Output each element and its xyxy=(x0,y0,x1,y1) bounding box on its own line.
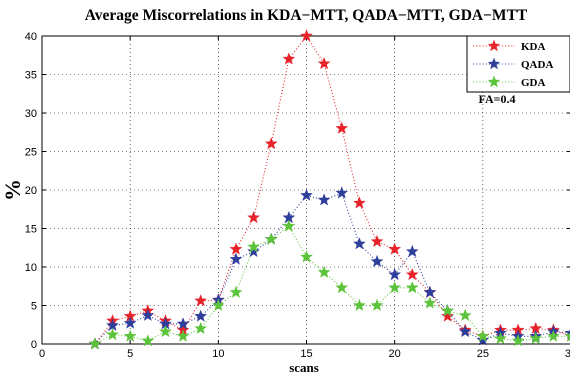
legend-label-qada: QADA xyxy=(521,59,553,71)
x-tick-label: 0 xyxy=(39,348,45,360)
data-point-gda xyxy=(476,329,490,342)
x-tick-label: 10 xyxy=(212,348,224,360)
fa-annotation: FA=0.4 xyxy=(479,92,516,106)
x-tick-label: 30 xyxy=(565,348,570,360)
data-point-kda xyxy=(352,196,366,209)
data-point-gda xyxy=(264,232,278,245)
data-point-gda xyxy=(423,296,437,309)
legend-marker-kda xyxy=(487,39,501,52)
data-point-gda xyxy=(335,281,349,294)
data-point-qada xyxy=(423,285,437,298)
x-tick-label: 5 xyxy=(127,348,133,360)
data-point-gda xyxy=(300,250,313,263)
legend-marker-qada xyxy=(487,57,501,70)
data-point-qada xyxy=(247,244,261,258)
series-line-gda xyxy=(94,225,570,345)
legend-box xyxy=(466,35,570,93)
data-point-gda xyxy=(106,327,119,341)
data-point-kda xyxy=(388,242,402,255)
data-point-kda xyxy=(282,52,296,65)
series-gda xyxy=(88,219,570,350)
y-tick-label: 40 xyxy=(25,31,37,43)
data-point-qada xyxy=(123,316,137,329)
series-line-kda xyxy=(94,35,570,345)
data-point-kda xyxy=(300,29,313,42)
y-axis-label: % xyxy=(0,179,25,201)
data-point-qada xyxy=(194,309,208,322)
data-point-qada xyxy=(352,237,366,250)
data-point-qada xyxy=(405,244,419,258)
data-point-kda xyxy=(441,309,455,322)
data-point-qada xyxy=(458,324,472,338)
data-point-gda xyxy=(458,308,472,321)
y-tick-label: 10 xyxy=(25,262,37,274)
y-tick-label: 0 xyxy=(31,339,37,351)
data-point-gda xyxy=(317,265,331,278)
y-tick-label: 5 xyxy=(31,301,37,313)
data-point-qada xyxy=(300,188,313,201)
x-tick-label: 25 xyxy=(477,348,489,360)
legend: KDA QADA GDA xyxy=(466,35,570,93)
data-point-gda xyxy=(123,329,137,342)
y-tick-label: 20 xyxy=(25,185,37,197)
data-point-kda xyxy=(229,242,243,255)
data-point-qada xyxy=(388,267,402,281)
data-point-gda xyxy=(405,281,419,294)
data-point-gda xyxy=(546,329,560,342)
data-point-gda xyxy=(247,240,261,253)
y-tick-label: 35 xyxy=(25,70,37,82)
data-point-gda xyxy=(158,324,172,338)
tick-labels: 0 5 10 15 20 25 30 0 5 10 15 20 25 30 35 40 xyxy=(25,31,570,360)
data-point-qada xyxy=(317,193,331,206)
data-point-gda xyxy=(511,334,525,347)
data-point-qada xyxy=(229,252,243,265)
data-point-gda xyxy=(88,337,102,350)
data-point-gda xyxy=(282,219,296,232)
data-point-gda xyxy=(211,298,225,311)
x-tick-label: 15 xyxy=(300,348,312,360)
data-point-kda xyxy=(335,121,349,134)
series-layer xyxy=(88,29,570,350)
data-point-kda xyxy=(194,294,208,307)
data-point-qada xyxy=(476,333,490,346)
data-point-gda xyxy=(441,304,455,317)
data-point-kda xyxy=(405,267,419,281)
data-point-qada xyxy=(176,317,190,330)
legend-label-gda: GDA xyxy=(521,77,546,89)
data-point-qada xyxy=(370,254,384,268)
y-tick-label: 15 xyxy=(25,224,37,236)
data-point-gda xyxy=(229,285,243,298)
data-point-gda xyxy=(352,298,366,311)
series-qada xyxy=(88,186,570,350)
data-point-gda xyxy=(494,331,507,345)
y-tick-label: 30 xyxy=(25,108,37,120)
data-point-gda xyxy=(194,321,208,335)
x-tick-label: 20 xyxy=(389,348,401,360)
data-point-gda xyxy=(529,331,543,345)
data-point-kda xyxy=(370,234,384,248)
y-tick-label: 25 xyxy=(25,147,37,159)
data-point-kda xyxy=(264,137,278,150)
data-point-qada xyxy=(141,308,155,321)
x-axis-label: scans xyxy=(289,360,319,375)
legend-marker-gda xyxy=(487,75,501,88)
data-point-qada xyxy=(335,186,349,199)
data-point-gda xyxy=(564,332,570,342)
legend-label-kda: KDA xyxy=(521,41,546,53)
data-point-gda xyxy=(370,298,384,311)
chart-title: Average Miscorrelations in KDA−MTT, QADA… xyxy=(85,7,528,24)
data-point-gda xyxy=(141,334,155,347)
data-point-gda xyxy=(176,329,190,342)
data-point-gda xyxy=(388,281,402,294)
data-point-kda xyxy=(247,210,261,224)
data-point-kda xyxy=(317,56,331,70)
